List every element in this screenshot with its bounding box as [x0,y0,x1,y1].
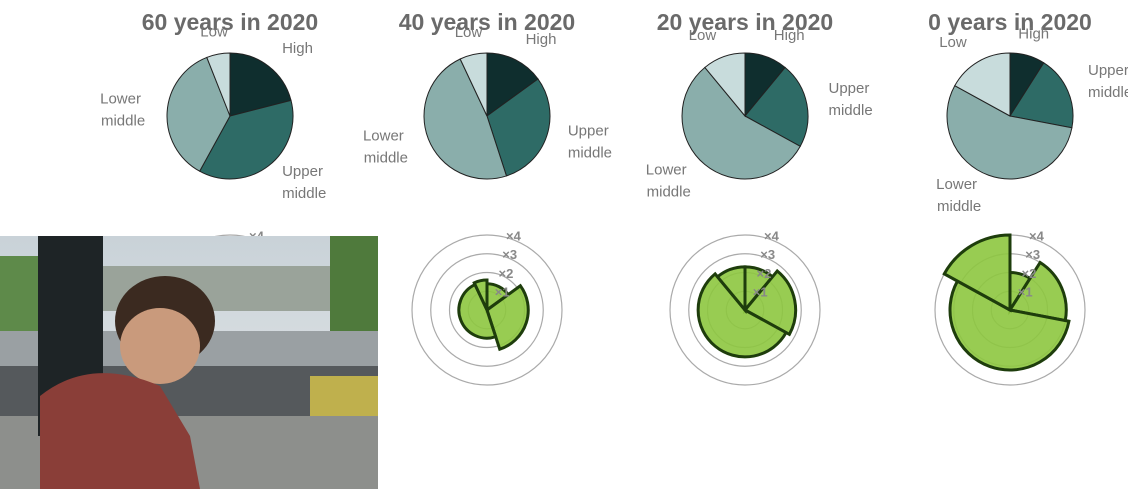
slice-label-line: Lower [100,91,145,108]
slice-label-line: Lower [646,161,691,178]
slice-label: Low [200,23,228,40]
slice-label-line: Upper [282,163,327,180]
ring [430,253,544,367]
ring-label: ×4 [1029,228,1045,243]
slice-label-line: middle [937,198,981,215]
pie-slice [459,52,488,117]
slice-label: Lower middle [936,176,981,215]
slice-label: High [526,31,557,48]
slice-label-line: Lower [936,176,981,193]
slice-label: Lower middle [363,127,408,166]
slice-label: Lower middle [100,91,145,130]
slice-label-line: middle [828,102,872,119]
slice-label: Upper middle [1088,62,1128,101]
slice-label: High [774,27,805,44]
pie-slice [744,66,809,148]
ring-label: ×2 [499,266,514,281]
pie-slice [423,58,508,180]
pie-slice [229,52,292,117]
slice-label: Upper middle [568,122,613,161]
polar-wedge [1007,260,1068,323]
chart-title: 20 years in 2020 [657,9,833,35]
slice-label-line: middle [568,144,612,161]
slice-label-line: Upper [568,122,613,139]
ring-label: ×4 [506,228,522,243]
polar-wedge [472,278,489,311]
slice-label: Low [689,27,717,44]
polar-wedge [942,233,1012,313]
slice-label: Low [939,34,967,51]
slice-label: Lower middle [646,161,691,200]
slice-label-line: middle [101,113,145,130]
ring-label: ×2 [1022,266,1037,281]
slice-label-line: Lower [363,127,408,144]
ring-label: ×1 [1018,285,1033,300]
polar-wedge [696,271,789,359]
ring-label: ×3 [760,247,775,262]
pie-slice [954,52,1011,117]
chart-title: 40 years in 2020 [399,9,575,35]
pie-slice [166,56,231,172]
polar-wedge [742,268,798,337]
slice-label-line: middle [647,183,691,200]
ring-label: ×3 [502,247,517,262]
ring [411,234,563,386]
polar-wedge [485,283,530,352]
chart-title: 0 years in 2020 [928,9,1092,35]
ring-label: ×1 [753,285,768,300]
photo [0,236,378,489]
slice-label-line: middle [1088,84,1128,101]
pie-slice [486,52,539,117]
polar-wedge [948,279,1071,372]
pie-slice [486,78,551,177]
ring-label: ×1 [495,285,510,300]
slice-label: Low [455,24,483,41]
slice-label-line: Upper [828,80,873,97]
slice-label: Upper middle [828,80,873,119]
ring [669,234,821,386]
chart-title: 60 years in 2020 [142,9,318,35]
slice-label-line: Upper [1088,62,1128,79]
polar-wedge [457,282,498,340]
slice-label: Upper middle [282,163,327,202]
pie-slice [681,66,801,180]
pie-slice [198,99,294,180]
polar-wedge [715,265,747,315]
pie-slice [1009,62,1074,129]
pie-slice [704,52,746,118]
ring-label: ×2 [757,266,772,281]
slice-label: High [1018,25,1049,42]
ring [688,253,802,367]
pie-slice [206,52,231,117]
slice-label: High [282,40,313,57]
ring-label: ×4 [764,228,780,243]
pie-slice [946,84,1073,180]
slice-label-line: middle [282,185,326,202]
slice-label-line: middle [364,149,408,166]
ring-label: ×3 [1025,247,1040,262]
